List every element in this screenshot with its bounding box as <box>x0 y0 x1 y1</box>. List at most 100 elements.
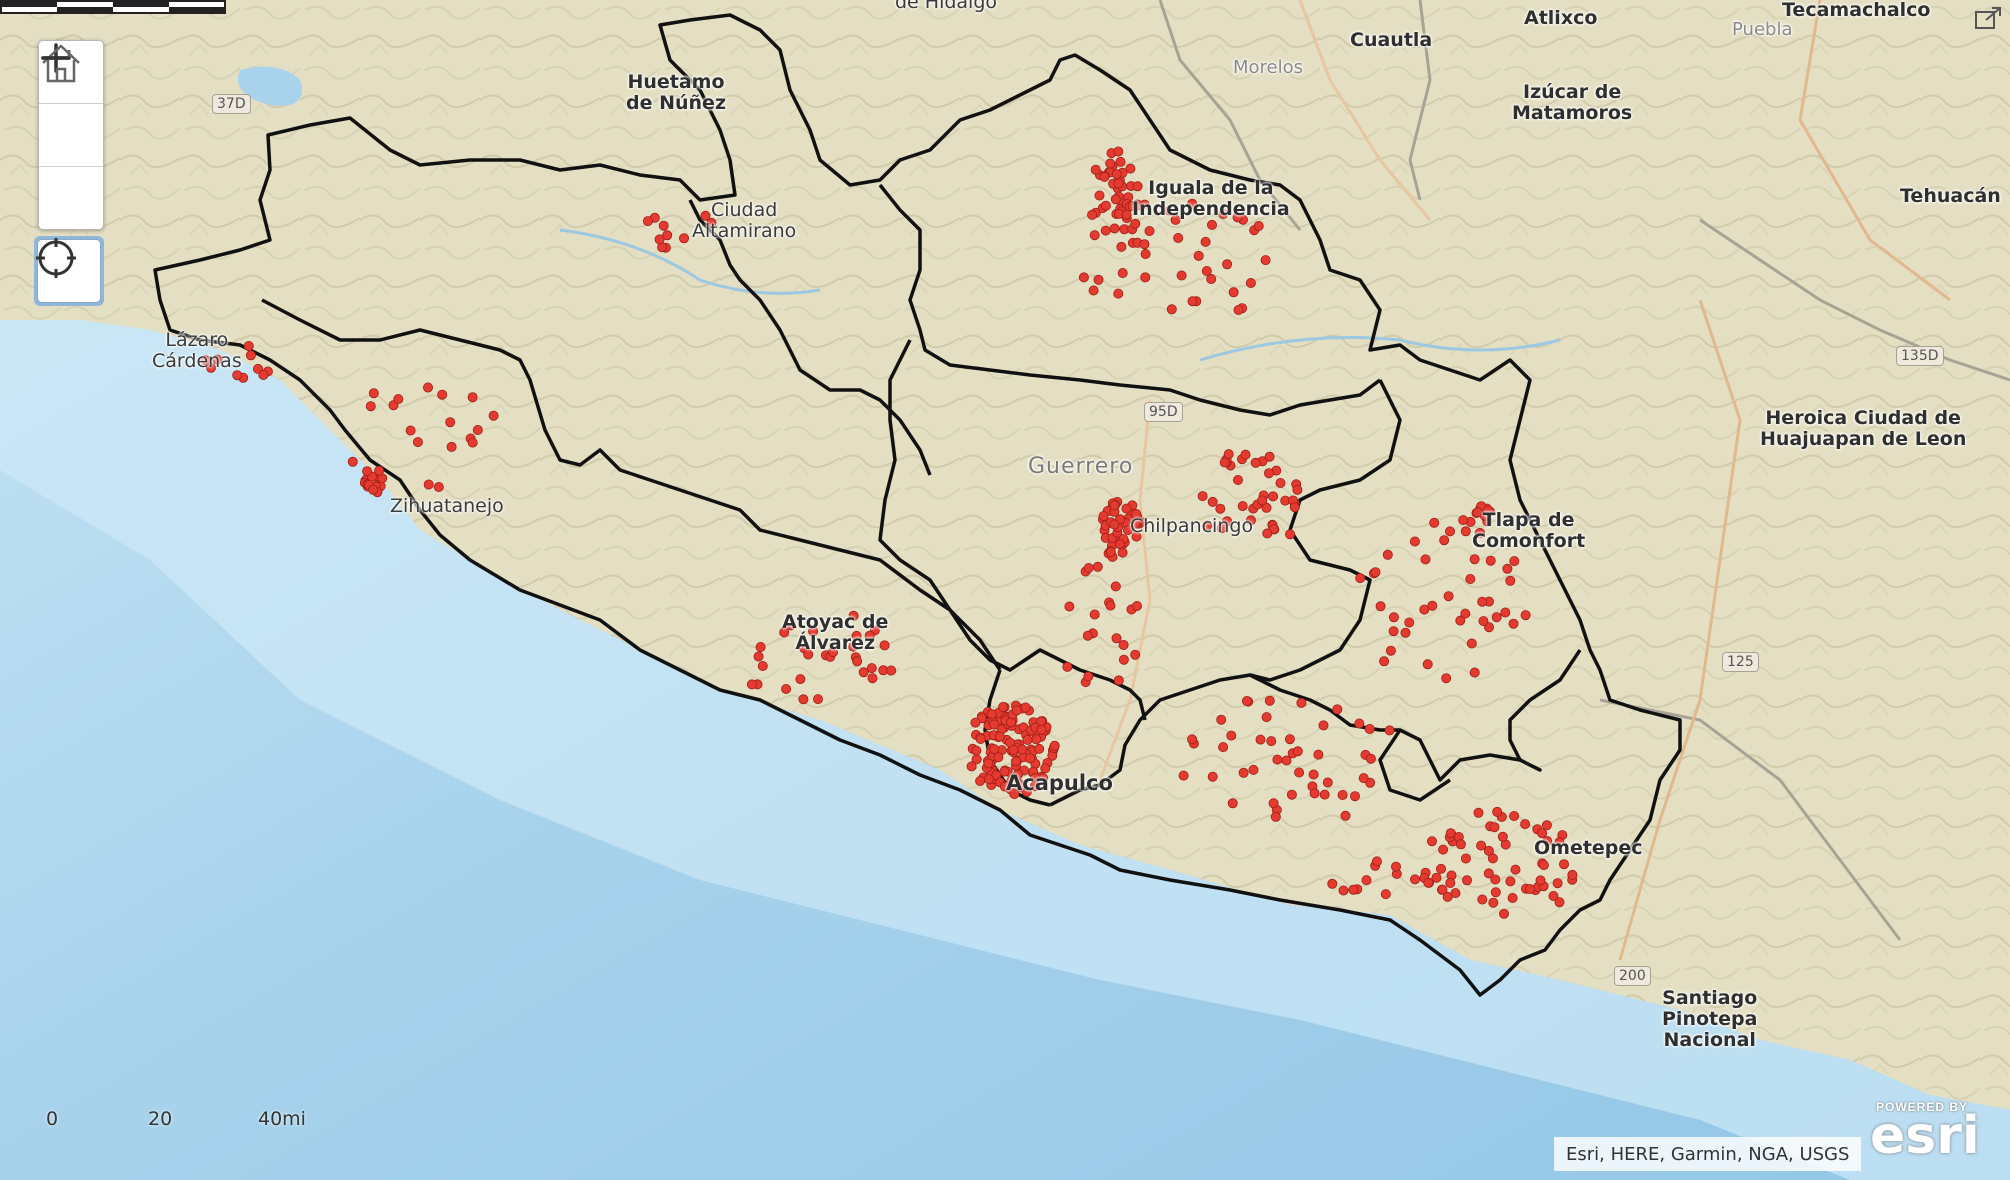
incident-point[interactable] <box>1567 869 1578 880</box>
incident-point[interactable] <box>1379 656 1390 667</box>
incident-point[interactable] <box>1100 225 1111 236</box>
incident-point[interactable] <box>405 425 416 436</box>
incident-point[interactable] <box>779 627 790 638</box>
incident-point[interactable] <box>1040 763 1051 774</box>
incident-point[interactable] <box>1132 181 1143 192</box>
incident-point[interactable] <box>1109 500 1120 511</box>
incident-point[interactable] <box>886 665 897 676</box>
incident-point[interactable] <box>1322 777 1333 788</box>
incident-point[interactable] <box>1117 267 1128 278</box>
incident-point[interactable] <box>1130 518 1141 529</box>
incident-point[interactable] <box>1483 505 1494 516</box>
incident-point[interactable] <box>1140 272 1151 283</box>
incident-point[interactable] <box>1499 908 1510 919</box>
incident-point[interactable] <box>1441 673 1452 684</box>
attribution[interactable]: Esri, HERE, Garmin, NGA, USGS <box>1554 1137 1862 1171</box>
incident-point[interactable] <box>1170 214 1181 225</box>
incident-point[interactable] <box>1294 767 1305 778</box>
incident-point[interactable] <box>971 745 982 756</box>
incident-point[interactable] <box>1087 209 1098 220</box>
incident-point[interactable] <box>1308 769 1319 780</box>
incident-point[interactable] <box>1200 236 1211 247</box>
incident-point[interactable] <box>1391 861 1402 872</box>
incident-point[interactable] <box>1098 511 1109 522</box>
incident-point[interactable] <box>1438 844 1449 855</box>
incident-point[interactable] <box>1502 563 1513 574</box>
incident-point[interactable] <box>998 702 1009 713</box>
incident-point[interactable] <box>1176 270 1187 281</box>
incident-point[interactable] <box>879 640 890 651</box>
incident-point[interactable] <box>1270 811 1281 822</box>
incident-point[interactable] <box>1476 840 1487 851</box>
incident-point[interactable] <box>1473 807 1484 818</box>
incident-point[interactable] <box>1223 449 1234 460</box>
incident-point[interactable] <box>1442 891 1453 902</box>
incident-point[interactable] <box>1110 194 1121 205</box>
incident-point[interactable] <box>347 456 358 467</box>
incident-point[interactable] <box>1275 477 1286 488</box>
incident-point[interactable] <box>1520 610 1531 621</box>
incident-point[interactable] <box>1458 515 1469 526</box>
incident-point[interactable] <box>1554 897 1565 908</box>
incident-point[interactable] <box>1113 288 1124 299</box>
incident-point[interactable] <box>642 216 653 227</box>
incident-point[interactable] <box>1022 734 1033 745</box>
incident-point[interactable] <box>1062 661 1073 672</box>
incident-point[interactable] <box>994 731 1005 742</box>
incident-point[interactable] <box>989 719 1000 730</box>
incident-point[interactable] <box>1507 893 1518 904</box>
incident-point[interactable] <box>467 392 478 403</box>
incident-point[interactable] <box>1105 158 1116 169</box>
incident-point[interactable] <box>999 766 1010 777</box>
incident-point[interactable] <box>1385 645 1396 656</box>
incident-point[interactable] <box>1011 756 1022 767</box>
incident-point[interactable] <box>1216 714 1227 725</box>
incident-point[interactable] <box>1130 649 1141 660</box>
incident-point[interactable] <box>1222 516 1233 527</box>
incident-point[interactable] <box>1216 523 1227 534</box>
incident-point[interactable] <box>1215 503 1226 514</box>
incident-point[interactable] <box>1232 212 1243 223</box>
incident-point[interactable] <box>866 663 877 674</box>
incident-point[interactable] <box>808 626 819 637</box>
incident-point[interactable] <box>245 350 256 361</box>
incident-point[interactable] <box>1113 146 1124 157</box>
incident-point[interactable] <box>472 424 483 435</box>
incident-point[interactable] <box>1020 702 1031 713</box>
incident-point[interactable] <box>1253 220 1264 231</box>
incident-point[interactable] <box>1445 828 1456 839</box>
incident-point[interactable] <box>1187 198 1198 209</box>
incident-point[interactable] <box>1548 891 1559 902</box>
incident-point[interactable] <box>1268 491 1279 502</box>
incident-point[interactable] <box>1559 859 1570 870</box>
incident-point[interactable] <box>1422 659 1433 670</box>
incident-point[interactable] <box>1105 547 1116 558</box>
incident-point[interactable] <box>1460 853 1471 864</box>
incident-point[interactable] <box>1089 609 1100 620</box>
incident-point[interactable] <box>1505 876 1516 887</box>
incident-point[interactable] <box>1245 515 1256 526</box>
incident-point[interactable] <box>1011 705 1022 716</box>
incident-point[interactable] <box>1348 884 1359 895</box>
incident-point[interactable] <box>1350 791 1361 802</box>
incident-point[interactable] <box>437 389 448 400</box>
incident-point[interactable] <box>1443 591 1454 602</box>
incident-point[interactable] <box>1490 874 1501 885</box>
incident-point[interactable] <box>1034 743 1045 754</box>
incident-point[interactable] <box>993 752 1004 763</box>
incident-point[interactable] <box>1489 822 1500 833</box>
incident-point[interactable] <box>467 437 478 448</box>
incident-point[interactable] <box>1207 219 1218 230</box>
incident-point[interactable] <box>1083 563 1094 574</box>
incident-point[interactable] <box>1240 449 1251 460</box>
incident-point[interactable] <box>1462 875 1473 886</box>
incident-point[interactable] <box>1427 600 1438 611</box>
incident-point[interactable] <box>1113 675 1124 686</box>
incident-point[interactable] <box>1166 304 1177 315</box>
incident-point[interactable] <box>1132 199 1143 210</box>
incident-point[interactable] <box>1292 484 1303 495</box>
incident-point[interactable] <box>1490 887 1501 898</box>
incident-point[interactable] <box>1541 820 1552 831</box>
incident-point[interactable] <box>1193 250 1204 261</box>
incident-point[interactable] <box>989 744 1000 755</box>
